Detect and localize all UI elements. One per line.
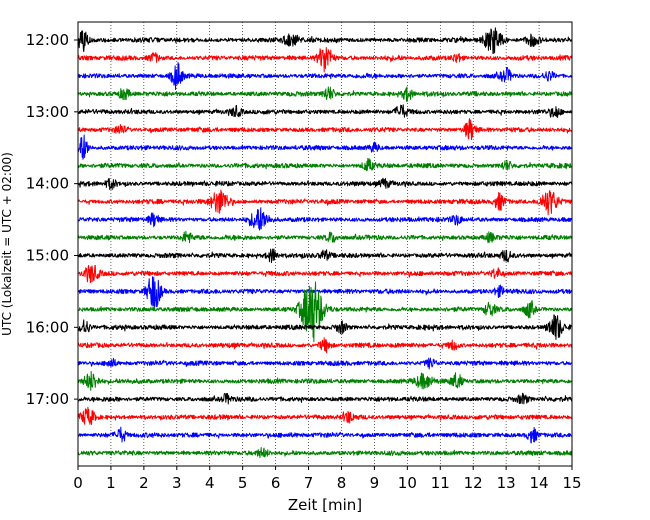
y-tick-label-17:00: 17:00	[26, 390, 69, 408]
y-axis-ticks: 12:00 13:00 14:00 15:00 16:00 17:00	[26, 31, 78, 408]
minute-grid	[110, 22, 540, 466]
seismic-traces	[77, 27, 573, 459]
trace-1245	[77, 86, 573, 102]
trace-1230	[77, 62, 573, 90]
trace-1645	[77, 370, 573, 391]
x-tick-label-5: 5	[238, 474, 248, 492]
trace-1600	[77, 314, 573, 341]
y-tick-label-16:00: 16:00	[26, 318, 69, 336]
x-tick-label-11: 11	[431, 474, 450, 492]
plot-frame	[77, 21, 573, 467]
trace-1545	[77, 281, 573, 343]
y-tick-label-14:00: 14:00	[26, 175, 69, 193]
x-tick-label-13: 13	[497, 474, 516, 492]
trace-1300	[77, 104, 573, 118]
x-tick-label-12: 12	[464, 474, 483, 492]
trace-1430	[77, 207, 573, 231]
x-tick-label-0: 0	[73, 474, 83, 492]
trace-1730	[77, 426, 573, 444]
y-tick-label-13:00: 13:00	[26, 103, 69, 121]
trace-1715	[77, 406, 573, 426]
trace-1330	[77, 134, 573, 160]
x-axis-ticks: 0 1 2 3 4 5 6 7 8 9 10 11 12 13 14 15	[73, 466, 582, 492]
x-axis-label: Zeit [min]	[288, 496, 362, 514]
x-tick-label-1: 1	[106, 474, 116, 492]
y-tick-label-15:00: 15:00	[26, 246, 69, 264]
trace-1745	[77, 446, 573, 459]
trace-1315	[77, 118, 573, 141]
trace-1200	[77, 27, 573, 55]
trace-1400	[77, 177, 573, 191]
x-tick-label-4: 4	[205, 474, 215, 492]
trace-1415	[77, 189, 573, 216]
trace-1215	[77, 46, 573, 73]
x-tick-label-3: 3	[172, 474, 182, 492]
trace-1500	[77, 248, 573, 264]
trace-1345	[77, 158, 573, 172]
x-tick-label-9: 9	[370, 474, 380, 492]
x-tick-label-10: 10	[398, 474, 417, 492]
x-tick-label-14: 14	[530, 474, 549, 492]
y-tick-label-12:00: 12:00	[26, 31, 69, 49]
trace-1630	[77, 357, 573, 370]
trace-1615	[77, 337, 573, 354]
x-tick-label-15: 15	[562, 474, 581, 492]
trace-1445	[77, 230, 573, 244]
trace-1515	[77, 264, 573, 284]
x-tick-label-6: 6	[271, 474, 281, 492]
trace-1700	[77, 392, 573, 405]
trace-1530	[77, 276, 573, 311]
x-tick-label-8: 8	[337, 474, 347, 492]
y-axis-label: UTC (Lokalzeit = UTC + 02:00)	[0, 152, 14, 336]
x-tick-label-7: 7	[304, 474, 314, 492]
x-tick-label-2: 2	[139, 474, 149, 492]
